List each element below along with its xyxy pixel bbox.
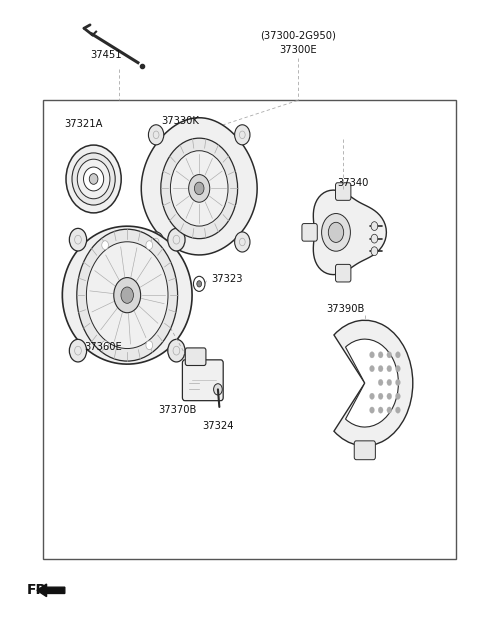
Circle shape — [168, 339, 185, 362]
Text: 37370B: 37370B — [158, 405, 197, 415]
Circle shape — [387, 352, 392, 358]
Ellipse shape — [77, 160, 110, 198]
Wedge shape — [334, 320, 413, 446]
Circle shape — [114, 278, 141, 313]
Circle shape — [387, 407, 392, 413]
Circle shape — [378, 365, 383, 372]
Circle shape — [161, 138, 238, 239]
Text: 37324: 37324 — [203, 421, 234, 431]
Circle shape — [371, 234, 378, 243]
Circle shape — [396, 379, 400, 386]
Ellipse shape — [89, 173, 98, 185]
Circle shape — [371, 222, 378, 230]
Circle shape — [121, 287, 133, 303]
Circle shape — [396, 365, 400, 372]
FancyBboxPatch shape — [185, 348, 206, 365]
Circle shape — [322, 214, 350, 251]
Circle shape — [146, 341, 153, 350]
Circle shape — [371, 247, 378, 256]
Circle shape — [370, 407, 374, 413]
Circle shape — [86, 242, 168, 349]
Circle shape — [69, 339, 86, 362]
Polygon shape — [313, 190, 386, 274]
Circle shape — [378, 407, 383, 413]
FancyBboxPatch shape — [302, 224, 317, 241]
FancyBboxPatch shape — [336, 264, 351, 282]
Ellipse shape — [66, 145, 121, 213]
Circle shape — [193, 276, 205, 291]
Text: (37300-2G950): (37300-2G950) — [260, 31, 336, 41]
Circle shape — [370, 365, 374, 372]
Text: 37360E: 37360E — [84, 342, 122, 352]
Circle shape — [148, 232, 164, 252]
Bar — [43, 100, 456, 559]
FancyBboxPatch shape — [336, 183, 351, 200]
Circle shape — [194, 182, 204, 195]
FancyArrow shape — [37, 584, 65, 597]
Circle shape — [378, 352, 383, 358]
Circle shape — [102, 241, 108, 249]
Polygon shape — [141, 117, 257, 255]
Circle shape — [396, 352, 400, 358]
Circle shape — [387, 379, 392, 386]
FancyBboxPatch shape — [182, 360, 223, 401]
Circle shape — [328, 222, 344, 242]
Circle shape — [370, 393, 374, 399]
Circle shape — [378, 393, 383, 399]
Circle shape — [396, 407, 400, 413]
Circle shape — [102, 341, 108, 350]
Text: 37451: 37451 — [90, 50, 121, 60]
Circle shape — [387, 365, 392, 372]
Circle shape — [197, 281, 202, 287]
Circle shape — [69, 229, 86, 251]
Circle shape — [396, 393, 400, 399]
Ellipse shape — [72, 153, 115, 205]
Circle shape — [77, 229, 178, 361]
FancyBboxPatch shape — [354, 441, 375, 460]
Circle shape — [235, 232, 250, 252]
Text: 37340: 37340 — [337, 178, 369, 188]
Text: 37390B: 37390B — [326, 304, 365, 314]
Text: 37300E: 37300E — [279, 45, 316, 55]
Text: FR.: FR. — [26, 583, 52, 597]
Circle shape — [387, 393, 392, 399]
Text: 37323: 37323 — [211, 274, 243, 284]
Circle shape — [148, 125, 164, 145]
Polygon shape — [62, 226, 192, 364]
Text: 37330K: 37330K — [161, 116, 199, 126]
Text: 37321A: 37321A — [65, 119, 103, 129]
Ellipse shape — [84, 167, 104, 191]
Circle shape — [378, 379, 383, 386]
Circle shape — [214, 384, 222, 395]
Wedge shape — [346, 339, 398, 427]
Circle shape — [168, 229, 185, 251]
Circle shape — [170, 151, 228, 226]
Circle shape — [146, 241, 153, 249]
Circle shape — [235, 125, 250, 145]
Circle shape — [189, 175, 210, 202]
Circle shape — [370, 352, 374, 358]
